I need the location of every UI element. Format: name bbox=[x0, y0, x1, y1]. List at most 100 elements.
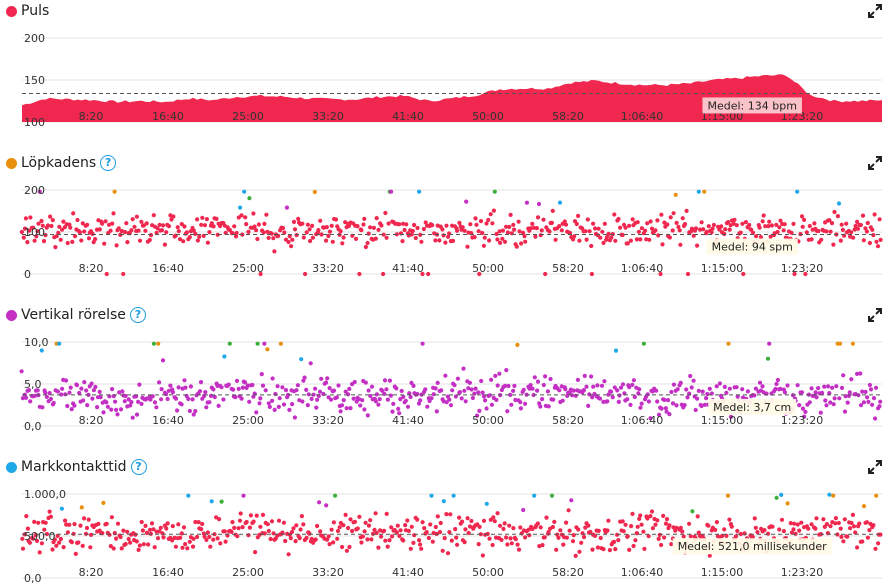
data-point bbox=[607, 548, 613, 553]
data-point bbox=[685, 395, 690, 400]
data-point bbox=[443, 373, 448, 378]
data-point bbox=[256, 222, 261, 227]
data-point bbox=[80, 543, 85, 548]
average-label-box bbox=[672, 538, 832, 555]
data-point bbox=[266, 401, 271, 406]
data-point bbox=[176, 229, 181, 234]
data-point bbox=[589, 271, 595, 277]
data-point bbox=[505, 409, 510, 414]
data-point bbox=[57, 224, 62, 229]
data-point bbox=[553, 237, 558, 242]
y-tick-label: 1.000,0 bbox=[24, 488, 66, 501]
data-point bbox=[79, 238, 84, 243]
data-point bbox=[101, 410, 106, 415]
data-point bbox=[82, 229, 87, 234]
data-point bbox=[90, 396, 95, 401]
data-point bbox=[645, 516, 650, 521]
data-point bbox=[791, 221, 796, 226]
x-tick-label: 1:15:00 bbox=[701, 566, 743, 579]
data-point bbox=[581, 535, 587, 540]
data-point bbox=[617, 393, 622, 398]
data-point bbox=[873, 416, 878, 421]
data-point bbox=[100, 221, 105, 226]
data-point bbox=[216, 403, 221, 408]
data-point bbox=[865, 535, 871, 540]
data-point bbox=[75, 217, 80, 223]
data-point bbox=[376, 545, 381, 550]
data-point bbox=[576, 527, 581, 532]
data-point bbox=[266, 528, 271, 534]
data-point bbox=[67, 522, 72, 527]
data-point bbox=[646, 399, 652, 404]
help-icon[interactable]: ? bbox=[130, 459, 147, 475]
data-point bbox=[366, 523, 372, 528]
data-point bbox=[630, 382, 635, 387]
data-point bbox=[533, 234, 538, 239]
x-tick-label: 41:40 bbox=[392, 110, 424, 123]
data-point bbox=[373, 511, 378, 516]
x-tick-label: 16:40 bbox=[152, 262, 184, 275]
data-point bbox=[678, 242, 683, 247]
data-point bbox=[271, 236, 276, 241]
data-point bbox=[480, 553, 485, 558]
data-point bbox=[421, 226, 426, 232]
data-point bbox=[803, 409, 808, 414]
data-point bbox=[304, 535, 309, 540]
data-point bbox=[587, 229, 592, 234]
data-point bbox=[240, 525, 245, 530]
data-point bbox=[304, 230, 309, 235]
data-point bbox=[241, 493, 246, 498]
data-point bbox=[404, 222, 409, 227]
data-point bbox=[834, 384, 839, 389]
data-point bbox=[290, 237, 295, 242]
data-point bbox=[25, 526, 30, 531]
data-point bbox=[766, 224, 771, 229]
data-point bbox=[828, 524, 833, 529]
data-point bbox=[557, 388, 562, 393]
data-point bbox=[255, 236, 260, 242]
data-point bbox=[354, 236, 359, 241]
data-point bbox=[738, 531, 744, 537]
data-point bbox=[193, 409, 198, 414]
data-point bbox=[552, 519, 557, 524]
data-point bbox=[265, 522, 270, 527]
data-point bbox=[540, 543, 545, 548]
data-point bbox=[422, 526, 427, 531]
data-point bbox=[497, 229, 502, 234]
data-point bbox=[830, 385, 835, 390]
data-point bbox=[855, 545, 860, 550]
data-point bbox=[121, 528, 126, 533]
data-point bbox=[453, 527, 458, 532]
help-icon[interactable]: ? bbox=[100, 155, 117, 171]
data-point bbox=[468, 222, 473, 227]
puls-area bbox=[22, 74, 882, 122]
average-label-box bbox=[702, 97, 802, 114]
data-point bbox=[620, 232, 625, 238]
average-label-box bbox=[708, 398, 797, 415]
expand-icon[interactable] bbox=[868, 156, 882, 170]
data-point bbox=[147, 527, 153, 532]
data-point bbox=[865, 220, 870, 226]
data-point bbox=[833, 516, 839, 521]
expand-icon[interactable] bbox=[868, 308, 882, 322]
data-point bbox=[564, 520, 569, 525]
data-point bbox=[360, 398, 365, 403]
data-point bbox=[247, 399, 252, 404]
data-point bbox=[20, 546, 26, 551]
data-point bbox=[77, 390, 82, 396]
data-point bbox=[317, 500, 322, 505]
data-point bbox=[514, 244, 519, 249]
data-point bbox=[280, 530, 285, 535]
data-point bbox=[152, 400, 158, 405]
data-point bbox=[861, 238, 866, 243]
data-point bbox=[659, 212, 664, 217]
expand-icon[interactable] bbox=[868, 4, 882, 18]
data-point bbox=[707, 553, 712, 558]
expand-icon[interactable] bbox=[868, 460, 882, 474]
data-point bbox=[170, 524, 175, 529]
data-point bbox=[824, 522, 830, 527]
data-point bbox=[655, 399, 660, 404]
help-icon[interactable]: ? bbox=[129, 307, 146, 323]
data-point bbox=[418, 398, 423, 403]
data-point bbox=[325, 376, 330, 381]
